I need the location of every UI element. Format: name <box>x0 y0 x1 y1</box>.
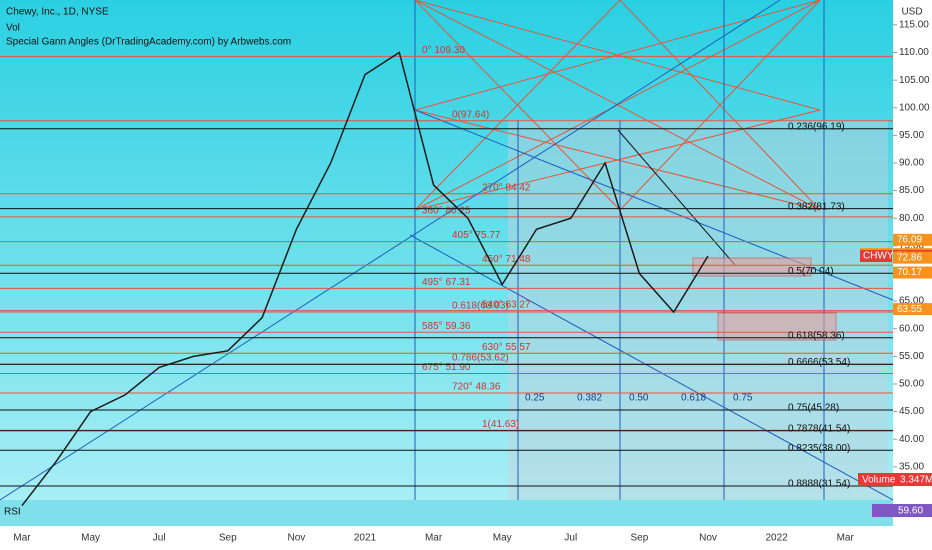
gann-label: 720° 48.36 <box>452 382 501 393</box>
y-tick-label: 60.00 <box>899 323 924 334</box>
x-tick-label: May <box>81 533 100 544</box>
gann-label: 270° 84.42 <box>482 182 531 193</box>
trendline <box>617 129 736 266</box>
gann-label: 1(41.63) <box>482 419 519 430</box>
x-tick-label: Jul <box>153 533 166 544</box>
y-tick-label: 45.00 <box>899 406 924 417</box>
y-tick-label: 110.00 <box>899 47 929 58</box>
x-tick-label: Nov <box>699 533 717 544</box>
x-tick-label: Nov <box>288 533 306 544</box>
y-tick-label: 75.00 <box>899 240 924 251</box>
y-tick-label: 55.00 <box>899 351 924 362</box>
x-tick-label: May <box>493 533 512 544</box>
shaded-zone <box>508 120 888 500</box>
subtitle: Special Gann Angles (DrTradingAcademy.co… <box>6 37 291 48</box>
x-tick-label: Mar <box>425 533 443 544</box>
price-tag-label: 70.17 <box>897 267 922 278</box>
time-fib-lines <box>0 0 894 501</box>
x-tick-label: Jul <box>564 533 577 544</box>
fib-label: 0.8888(31.54) <box>788 479 850 490</box>
price-tag-label: 72.86 <box>897 252 922 263</box>
price-tag-name: CHWY <box>863 251 894 262</box>
price-tag <box>893 303 932 316</box>
gann-label: 0.618(63.03) <box>452 301 509 312</box>
gann-label: 630° 55.57 <box>482 342 531 353</box>
y-tick-label: 100.00 <box>899 102 930 113</box>
time-fib-label: 0.75 <box>733 393 753 404</box>
zone-box <box>717 312 837 341</box>
gann-label: 0.786(53.62) <box>452 353 509 364</box>
x-tick-label: 2022 <box>765 533 788 544</box>
y-tick-label: 40.00 <box>899 434 924 445</box>
fib-label: 0.382(81.73) <box>788 201 845 212</box>
time-axis <box>0 526 893 550</box>
y-tick-label: 105.00 <box>899 75 930 86</box>
price-tag <box>893 266 932 279</box>
y-tick-label: 85.00 <box>899 185 924 196</box>
time-fib-label: 0.382 <box>577 393 602 404</box>
price-tag <box>893 233 932 246</box>
currency: USD <box>901 7 922 18</box>
x-tick-label: Sep <box>219 533 237 544</box>
y-tick-label: 90.00 <box>899 158 924 169</box>
fib-label: 0(119.96) <box>788 0 830 1</box>
fib-label: 0.75(45.28) <box>788 403 839 414</box>
time-fib-label: 0.618 <box>681 393 706 404</box>
rsi-tag <box>872 504 932 517</box>
gann-label: 495° 67.31 <box>422 277 471 288</box>
volume-tag <box>858 473 932 486</box>
y-tick-label: 115.00 <box>899 20 929 31</box>
rsi-pane <box>0 500 893 526</box>
gann-label: 450° 71.48 <box>482 254 531 265</box>
subtitle: Vol <box>6 23 20 34</box>
chart-title: Chewy, Inc., 1D, NYSE <box>6 7 109 18</box>
price-tag <box>893 251 932 264</box>
plot-background <box>0 0 893 500</box>
fib-label: 0.236(96.19) <box>788 121 845 132</box>
price-line <box>21 51 709 506</box>
x-tick-label: Sep <box>631 533 649 544</box>
fib-label: 0.618(58.36) <box>788 330 845 341</box>
gann-label: 360° 80.25 <box>422 205 471 216</box>
time-fib-label: 0.50 <box>629 393 649 404</box>
price-tag-name-box <box>860 250 892 263</box>
fib-label: 0.8235(38.00) <box>788 443 850 454</box>
volume-name: Volume <box>862 475 896 486</box>
x-tick-label: Mar <box>837 533 855 544</box>
gann-label: 540° 63.27 <box>482 299 531 310</box>
y-tick-label: 80.00 <box>899 213 924 224</box>
x-tick-label: 2021 <box>354 533 377 544</box>
y-tick-label: 35.00 <box>899 461 924 472</box>
gann-label: 0(97.64) <box>452 109 489 120</box>
y-tick-label: 50.00 <box>899 379 924 390</box>
time-fib-label: 0.25 <box>525 393 545 404</box>
gann-label: 585° 59.36 <box>422 321 471 332</box>
gann-fan <box>414 0 821 211</box>
fib-label: 0.5(70.04) <box>788 266 834 277</box>
price-tag-label: 63.55 <box>897 304 922 315</box>
y-tick-label: 65.00 <box>899 296 924 307</box>
y-tick-label: 95.00 <box>899 130 924 141</box>
x-tick-label: Mar <box>13 533 31 544</box>
fib-label: 0.6666(53.54) <box>788 357 850 368</box>
rsi-name: RSI <box>4 507 21 518</box>
zone-box <box>692 257 812 277</box>
fib-label: 0.7878(41.54) <box>788 423 850 434</box>
gann-label: 0° 109.30 <box>422 45 465 56</box>
gann-label: 675° 51.90 <box>422 362 471 373</box>
volume-label: 3.347M <box>900 475 932 486</box>
price-tag-label: 76.09 <box>897 234 922 245</box>
rsi-label: 59.60 <box>898 506 923 517</box>
